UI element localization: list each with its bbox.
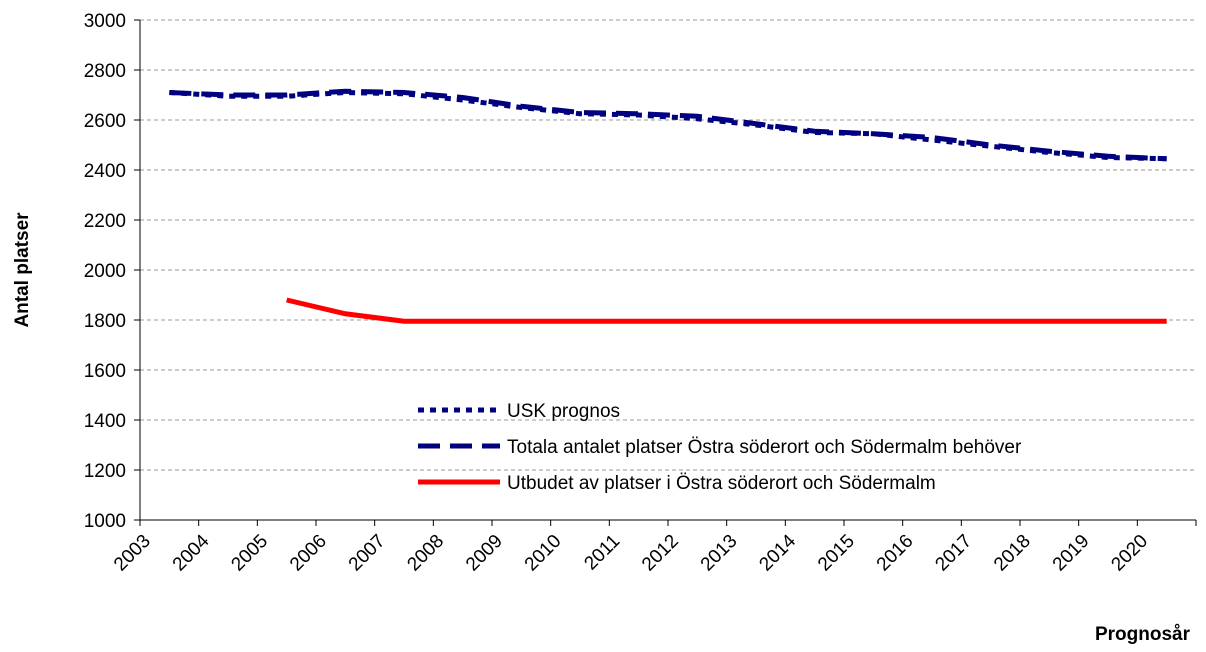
- x-tick-label: 2007: [345, 531, 390, 576]
- x-tick-label: 2012: [638, 531, 683, 576]
- x-tick-label: 2014: [755, 530, 800, 575]
- y-tick-label: 1800: [84, 311, 126, 332]
- x-tick-label: 2015: [814, 531, 859, 576]
- x-tick-label: 2011: [580, 531, 624, 575]
- x-tick-label: 2004: [169, 530, 214, 575]
- x-tick-label: 2010: [521, 531, 566, 576]
- x-axis-title: Prognosår: [1095, 624, 1191, 645]
- y-tick-label: 1600: [84, 361, 126, 382]
- y-tick-label: 1000: [84, 511, 126, 532]
- y-tick-label: 2000: [84, 261, 126, 282]
- series-line: [286, 297, 1167, 324]
- y-tick-label: 2800: [84, 61, 126, 82]
- x-tick-label: 2008: [403, 531, 448, 576]
- y-axis-title: Antal platser: [12, 212, 33, 328]
- x-tick-label: 2020: [1107, 531, 1152, 576]
- x-tick-label: 2003: [110, 531, 155, 576]
- y-tick-label: 3000: [84, 11, 126, 32]
- legend-label: USK prognos: [507, 401, 620, 422]
- x-tick-label: 2016: [873, 531, 918, 576]
- x-tick-label: 2018: [990, 531, 1035, 576]
- x-tick-label: 2005: [227, 531, 272, 576]
- legend-label: Totala antalet platser Östra söderort oc…: [507, 437, 1022, 458]
- x-tick-label: 2006: [286, 531, 331, 576]
- x-tick-label: 2017: [931, 531, 976, 576]
- legend-label: Utbudet av platser i Östra söderort och …: [507, 473, 936, 494]
- series-line: [169, 88, 1167, 162]
- y-tick-label: 2400: [84, 161, 126, 182]
- y-tick-label: 2600: [84, 111, 126, 132]
- x-tick-label: 2013: [697, 531, 742, 576]
- x-tick-label: 2009: [462, 531, 507, 576]
- y-tick-label: 2200: [84, 211, 126, 232]
- y-tick-label: 1400: [84, 411, 126, 432]
- y-tick-label: 1200: [84, 461, 126, 482]
- x-tick-label: 2019: [1049, 531, 1094, 576]
